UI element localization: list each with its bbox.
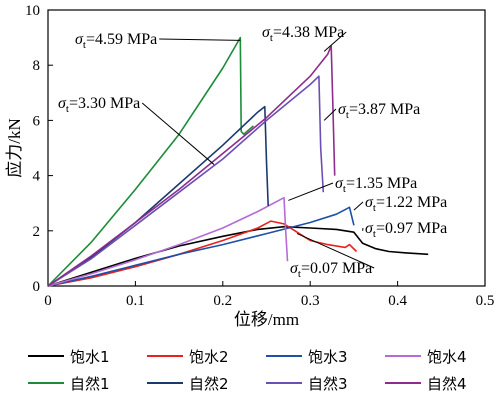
y-tick-label: 2 (33, 224, 41, 240)
plot-frame (47, 9, 486, 287)
tensile-strength-label: σt=1.22 MPa (365, 194, 447, 214)
y-tick-label: 0 (33, 279, 41, 295)
legend-label: 自然3 (308, 375, 348, 393)
annotation-leader (288, 182, 334, 201)
tensile-strength-label: σt=3.87 MPa (338, 101, 420, 121)
legend-label: 自然4 (427, 375, 467, 393)
annotation-leader (323, 108, 337, 121)
y-tick-label: 6 (33, 113, 41, 129)
tensile-strength-label: σt=4.38 MPa (262, 24, 344, 44)
x-tick-label: 0.1 (126, 293, 145, 309)
annotation-leader (353, 201, 364, 211)
annotation-leader (141, 102, 215, 165)
series-line-自然1 (47, 36, 254, 287)
y-tick-label: 8 (33, 58, 41, 74)
annotation-leader (323, 31, 347, 52)
tensile-strength-label: σt=0.97 MPa (365, 220, 447, 240)
legend-label: 饱水4 (427, 348, 467, 366)
series-line-自然4 (47, 45, 336, 287)
y-tick-label: 10 (25, 3, 40, 19)
x-axis-label: 位移/mm (234, 310, 299, 329)
x-tick-label: 0.5 (476, 293, 495, 309)
legend-label: 自然2 (189, 375, 229, 393)
legend-label: 饱水1 (70, 348, 110, 366)
legend-label: 饱水3 (308, 348, 348, 366)
annotation-leader (159, 38, 241, 41)
annotations-group: σt=4.59 MPa σt=4.38 MPa σt=3.30 MPa σt=3.87… (58, 24, 447, 280)
annotation-leader (296, 233, 375, 269)
axes: 0 0.1 0.2 0.3 0.4 0.5 0 2 4 6 8 10 位移/mm 应力/kN (5, 3, 494, 329)
y-tick-label: 4 (33, 169, 41, 185)
series-line-饱水4 (47, 196, 289, 287)
tensile-strength-label: σt=1.35 MPa (335, 175, 417, 195)
legend-label: 饱水2 (189, 348, 229, 366)
x-tick-label: 0.2 (213, 293, 232, 309)
x-tick-label: 0 (44, 293, 52, 309)
tensile-strength-label: σt=0.07 MPa (290, 260, 372, 280)
x-tick-label: 0.3 (301, 293, 320, 309)
series-line-饱水3 (47, 206, 355, 287)
series-line-饱水2 (47, 220, 358, 287)
series-group (47, 36, 429, 287)
tensile-strength-label: σt=3.30 MPa (58, 95, 140, 115)
y-axis-label: 应力/kN (5, 118, 24, 178)
legend: 饱水1 饱水2 饱水3 饱水4 自然1 自然2 自然3 自然4 (28, 348, 467, 393)
tensile-strength-label: σt=4.59 MPa (75, 31, 157, 51)
x-tick-label: 0.4 (388, 293, 407, 309)
series-line-自然3 (47, 75, 325, 287)
legend-label: 自然1 (70, 375, 110, 393)
